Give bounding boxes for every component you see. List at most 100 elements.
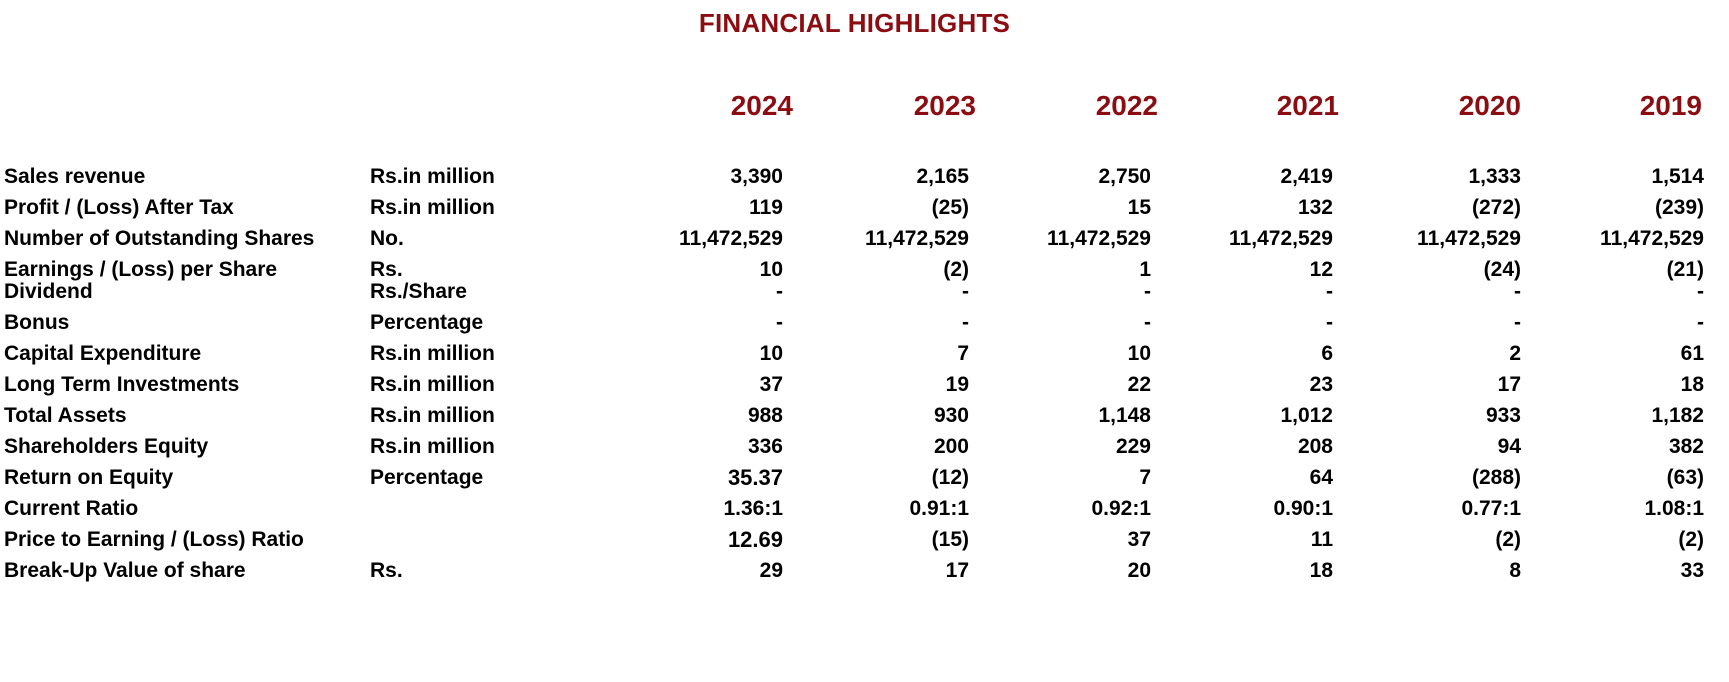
row-unit: Rs.in million [370,373,495,396]
row-label: Dividend [4,280,93,303]
row-unit: Percentage [370,311,484,334]
year-header-2023: 2023 [913,90,976,121]
year-header-row: 2024 2023 2022 2021 2020 2019 [0,90,1729,126]
value-cell: (288) [1471,466,1521,489]
value-cell: 2,165 [916,165,969,188]
value-cell: 1,333 [1468,165,1521,188]
row-label: Total Assets [4,404,127,427]
row-label: Break-Up Value of share [4,559,246,582]
value-cell: 10 [1127,342,1151,365]
value-cell: - [1144,311,1151,334]
year-header-2019: 2019 [1639,90,1702,121]
table-row-dividend: Dividend Rs./Share - - - - - - [0,276,1729,307]
value-cell: 17 [1497,373,1521,396]
table-row-price-to-earning-ratio: Price to Earning / (Loss) Ratio 12.69 (1… [0,524,1729,555]
value-cell: 12.69 [727,527,783,552]
value-cell: 1,012 [1280,404,1333,427]
value-cell: - [1514,280,1521,303]
row-unit: No. [370,227,404,250]
table-row-outstanding-shares: Number of Outstanding Shares No. 11,472,… [0,223,1729,254]
value-cell: 10 [759,342,783,365]
value-cell: - [776,311,783,334]
row-unit: Rs.in million [370,435,495,458]
value-cell: 11,472,529 [1600,227,1704,250]
value-cell: 930 [933,404,969,427]
value-cell: 10 [759,258,783,281]
row-label: Current Ratio [4,497,139,520]
row-unit: Rs./Share [370,280,467,303]
year-header-2020: 2020 [1458,90,1521,121]
value-cell: (21) [1666,258,1704,281]
row-label: Capital Expenditure [4,342,202,365]
value-cell: 1,182 [1651,404,1704,427]
value-cell: 119 [749,196,783,219]
value-cell: 8 [1509,559,1521,582]
value-cell: (272) [1471,196,1521,219]
value-cell: - [962,280,969,303]
value-cell: 18 [1309,559,1333,582]
table-row-shareholders-equity: Shareholders Equity Rs.in million 336 20… [0,431,1729,462]
row-unit: Rs.in million [370,404,495,427]
value-cell: 20 [1127,559,1151,582]
row-unit: Rs.in million [370,196,495,219]
value-cell: 61 [1680,342,1704,365]
value-cell: 23 [1309,373,1333,396]
value-cell: 132 [1297,196,1333,219]
value-cell: 0.90:1 [1273,497,1333,520]
value-cell: 33 [1680,559,1704,582]
row-unit: Rs.in million [370,165,495,188]
value-cell: 64 [1309,466,1333,489]
row-unit: Rs. [370,258,403,281]
row-label: Return on Equity [4,466,174,489]
year-header-2022: 2022 [1095,90,1158,121]
value-cell: (12) [931,466,969,489]
year-header-2024: 2024 [730,90,793,121]
value-cell: 11 [1310,528,1333,551]
value-cell: 29 [759,559,783,582]
value-cell: - [962,311,969,334]
value-cell: 1.36:1 [723,497,783,520]
highlights-table: Sales revenue Rs.in million 3,390 2,165 … [0,161,1729,586]
value-cell: (25) [931,196,969,219]
value-cell: (2) [1495,528,1521,551]
value-cell: 7 [957,342,969,365]
row-label: Profit / (Loss) After Tax [4,196,234,219]
table-row-profit-after-tax: Profit / (Loss) After Tax Rs.in million … [0,192,1729,223]
table-row-long-term-investments: Long Term Investments Rs.in million 37 1… [0,369,1729,400]
value-cell: 200 [933,435,969,458]
value-cell: 1,514 [1651,165,1704,188]
table-row-earnings-per-share: Earnings / (Loss) per Share Rs. 10 (2) 1… [0,254,1729,281]
value-cell: - [1326,311,1333,334]
value-cell: 1 [1139,258,1151,281]
value-cell: 22 [1127,373,1151,396]
row-label: Long Term Investments [4,373,240,396]
value-cell: 382 [1668,435,1704,458]
row-label: Earnings / (Loss) per Share [4,258,278,281]
row-label: Bonus [4,311,70,334]
value-cell: 2,750 [1098,165,1151,188]
row-unit: Rs. [370,559,403,582]
row-label: Number of Outstanding Shares [4,227,315,250]
value-cell: (24) [1483,258,1521,281]
value-cell: - [1697,280,1704,303]
value-cell: 2 [1509,342,1521,365]
value-cell: 1.08:1 [1644,497,1704,520]
value-cell: (63) [1666,466,1704,489]
value-cell: 11,472,529 [1229,227,1333,250]
value-cell: 0.91:1 [909,497,969,520]
value-cell: 208 [1297,435,1333,458]
table-row-current-ratio: Current Ratio 1.36:1 0.91:1 0.92:1 0.90:… [0,493,1729,524]
value-cell: 1,148 [1098,404,1151,427]
value-cell: 11,472,529 [679,227,783,250]
value-cell: 37 [1127,528,1151,551]
value-cell: 35.37 [727,465,783,490]
row-unit: Percentage [370,466,484,489]
value-cell: 18 [1680,373,1704,396]
value-cell: 11,472,529 [1047,227,1151,250]
value-cell: 17 [945,559,969,582]
value-cell: - [1326,280,1333,303]
value-cell: 37 [759,373,783,396]
value-cell: 12 [1309,258,1333,281]
value-cell: 988 [747,404,783,427]
year-header-2021: 2021 [1276,90,1339,121]
